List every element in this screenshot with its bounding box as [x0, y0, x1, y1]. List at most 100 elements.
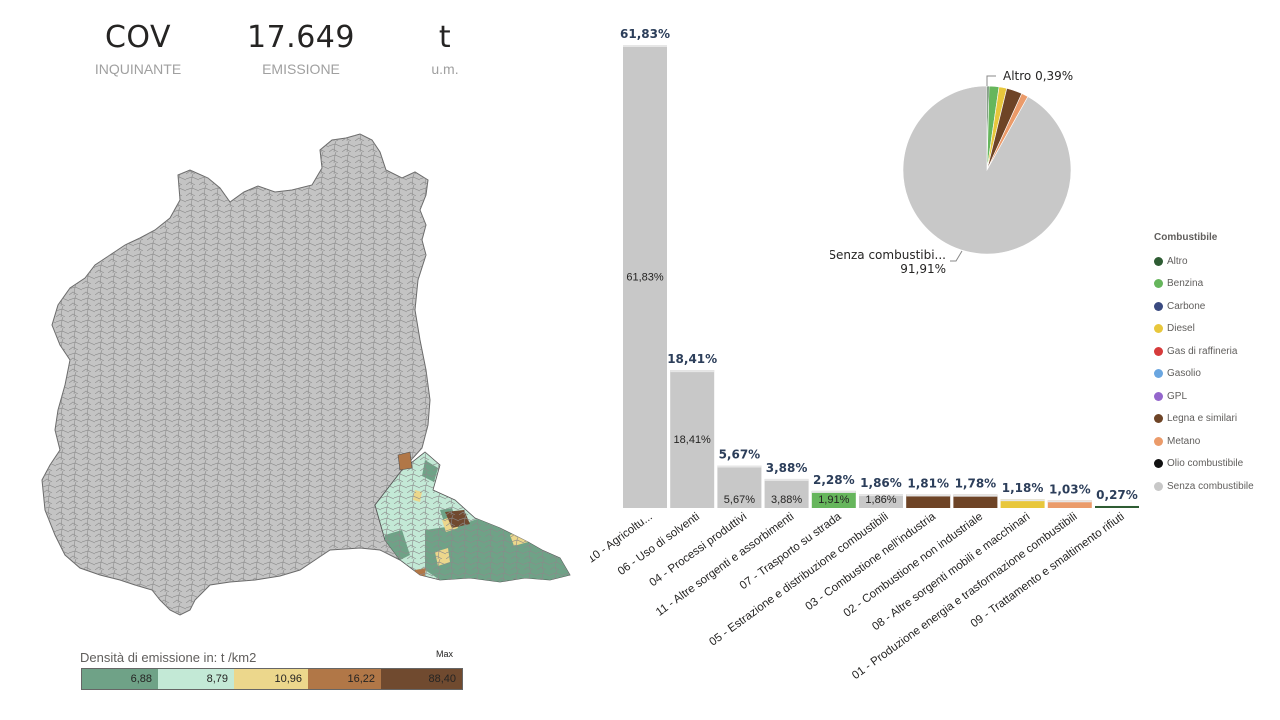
bar-1[interactable] [623, 45, 667, 508]
fuel-legend-item[interactable]: Legna e similari [1154, 408, 1254, 431]
fuel-legend-label: Gasolio [1167, 368, 1201, 380]
bar-total-label: 0,27% [1096, 488, 1138, 502]
bar-inner-label: 18,41% [674, 434, 712, 446]
fuel-legend-label: Senza combustibile [1167, 480, 1254, 492]
fuel-legend-item[interactable]: Benzina [1154, 273, 1254, 296]
fuel-legend-item[interactable]: GPL [1154, 385, 1254, 408]
highlighted-area [374, 451, 571, 583]
bar-9[interactable] [1000, 499, 1045, 508]
fuel-legend-label: Gas di raffineria [1167, 345, 1238, 357]
bar-top-2 [670, 370, 715, 373]
bar-2[interactable] [670, 370, 715, 508]
fuel-legend-item[interactable]: Gas di raffineria [1154, 340, 1254, 363]
density-legend-title: Densità di emissione in: t /km2 [80, 650, 257, 665]
pie-slice-6[interactable] [902, 85, 1072, 255]
fuel-legend-label: Olio combustibile [1167, 458, 1244, 470]
sector-bar-chart[interactable]: 61,83%61,83%10 - Agricoltu...18,41%18,41… [590, 20, 1150, 710]
fuel-legend-label: Legna e similari [1167, 413, 1238, 425]
bar-top-10 [1047, 500, 1092, 503]
density-class-2: 8,79 [158, 669, 234, 689]
bar-8[interactable] [953, 494, 998, 508]
bar-total-label: 1,18% [1002, 481, 1044, 495]
legend-dot-icon [1154, 459, 1163, 469]
density-class-3: 10,96 [234, 669, 308, 689]
bar-11[interactable] [1095, 505, 1139, 508]
kpi-unit-label: u.m. [431, 61, 459, 77]
bar-4[interactable] [764, 478, 809, 508]
fuel-legend-label: Diesel [1167, 323, 1195, 335]
fuel-legend: Combustibile Altro Benzina Carbone Diesel Ga… [1154, 232, 1254, 498]
bar-10[interactable] [1047, 500, 1092, 508]
bar-5[interactable] [811, 490, 856, 508]
legend-dot-icon [1154, 256, 1163, 266]
legend-dot-icon [1154, 436, 1163, 446]
pie-leader-senza [950, 250, 963, 262]
density-legend: 6,88 8,79 10,96 16,22 88,40 [81, 668, 463, 690]
kpi-emission-value: 17.649 [247, 20, 355, 55]
fuel-pie-chart[interactable]: Altro 0,39% Senza combustibi...91,91% [830, 60, 1150, 300]
legend-dot-icon [1154, 369, 1163, 379]
region-outline [41, 133, 431, 616]
bar-total-label: 3,88% [766, 461, 808, 475]
bar-total-label: 5,67% [719, 448, 761, 462]
kpi-emission: 17.649 EMISSIONE [241, 20, 361, 77]
bar-total-label: 1,86% [860, 476, 902, 490]
fuel-legend-item[interactable]: Metano [1154, 430, 1254, 453]
legend-dot-icon [1154, 324, 1163, 334]
fuel-legend-label: Altro [1167, 255, 1188, 267]
bar-inner-label: 1,91% [818, 494, 849, 506]
legend-dot-icon [1154, 391, 1163, 401]
bar-6[interactable] [859, 494, 903, 508]
fuel-legend-item[interactable]: Altro [1154, 250, 1254, 273]
fuel-legend-label: Benzina [1167, 278, 1204, 290]
bar-inner-label: 3,88% [771, 494, 802, 506]
fuel-legend-title: Combustibile [1154, 232, 1218, 243]
bar-category-label: 05 - Estrazione e distribuzione combusti… [707, 511, 890, 649]
pie-label-senza-name: Senza combustibi... [830, 248, 946, 262]
fuel-legend-item[interactable]: Olio combustibile [1154, 453, 1254, 476]
bar-7[interactable] [906, 494, 951, 508]
fuel-legend-item[interactable]: Carbone [1154, 295, 1254, 318]
fuel-legend-item[interactable]: Senza combustibile [1154, 475, 1254, 498]
bar-3[interactable] [717, 465, 762, 508]
legend-dot-icon [1154, 279, 1163, 289]
kpi-pollutant-label: INQUINANTE [94, 61, 182, 77]
bar-total-label: 18,41% [667, 352, 717, 366]
bar-top-1 [623, 45, 667, 47]
bar-top-7 [906, 494, 951, 497]
bar-total-label: 1,78% [955, 477, 997, 491]
fuel-legend-item[interactable]: Diesel [1154, 318, 1254, 341]
fuel-legend-label: Carbone [1167, 300, 1206, 312]
density-legend-max: Max [436, 649, 454, 659]
bar-inner-label: 61,83% [626, 272, 664, 284]
pie-label-altro: Altro 0,39% [1003, 69, 1073, 83]
bar-total-label: 61,83% [620, 27, 670, 41]
fuel-legend-item[interactable]: Gasolio [1154, 363, 1254, 386]
bar-top-4 [764, 478, 809, 481]
kpi-unit-value: t [438, 20, 452, 55]
density-class-1: 6,88 [82, 669, 158, 689]
kpi-pollutant-value: COV [104, 20, 172, 55]
fuel-legend-label: Metano [1167, 435, 1201, 447]
legend-dot-icon [1154, 414, 1163, 424]
bar-total-label: 1,81% [907, 476, 949, 490]
bar-category-label: 01 - Produzione energia e trasformazione… [850, 511, 1079, 682]
density-class-4: 16,22 [308, 669, 381, 689]
bar-total-label: 1,03% [1049, 482, 1091, 496]
kpi-pollutant: COV INQUINANTE [78, 20, 198, 77]
bar-top-6 [859, 494, 903, 497]
legend-dot-icon [1154, 301, 1163, 311]
bar-total-label: 2,28% [813, 473, 855, 487]
fuel-legend-label: GPL [1167, 390, 1188, 402]
region-map[interactable] [30, 130, 590, 645]
bar-top-9 [1000, 499, 1045, 502]
pie-label-senza-value: 91,91% [900, 262, 946, 276]
bar-category-label: 06 - Uso di solventi [616, 511, 702, 578]
kpi-emission-label: EMISSIONE [262, 61, 340, 77]
bar-inner-label: 1,86% [865, 494, 896, 506]
bar-top-5 [811, 490, 856, 493]
bar-top-3 [717, 465, 762, 468]
density-class-5: 88,40 [381, 669, 462, 689]
kpi-unit: t u.m. [405, 20, 485, 77]
bar-top-8 [953, 494, 998, 497]
